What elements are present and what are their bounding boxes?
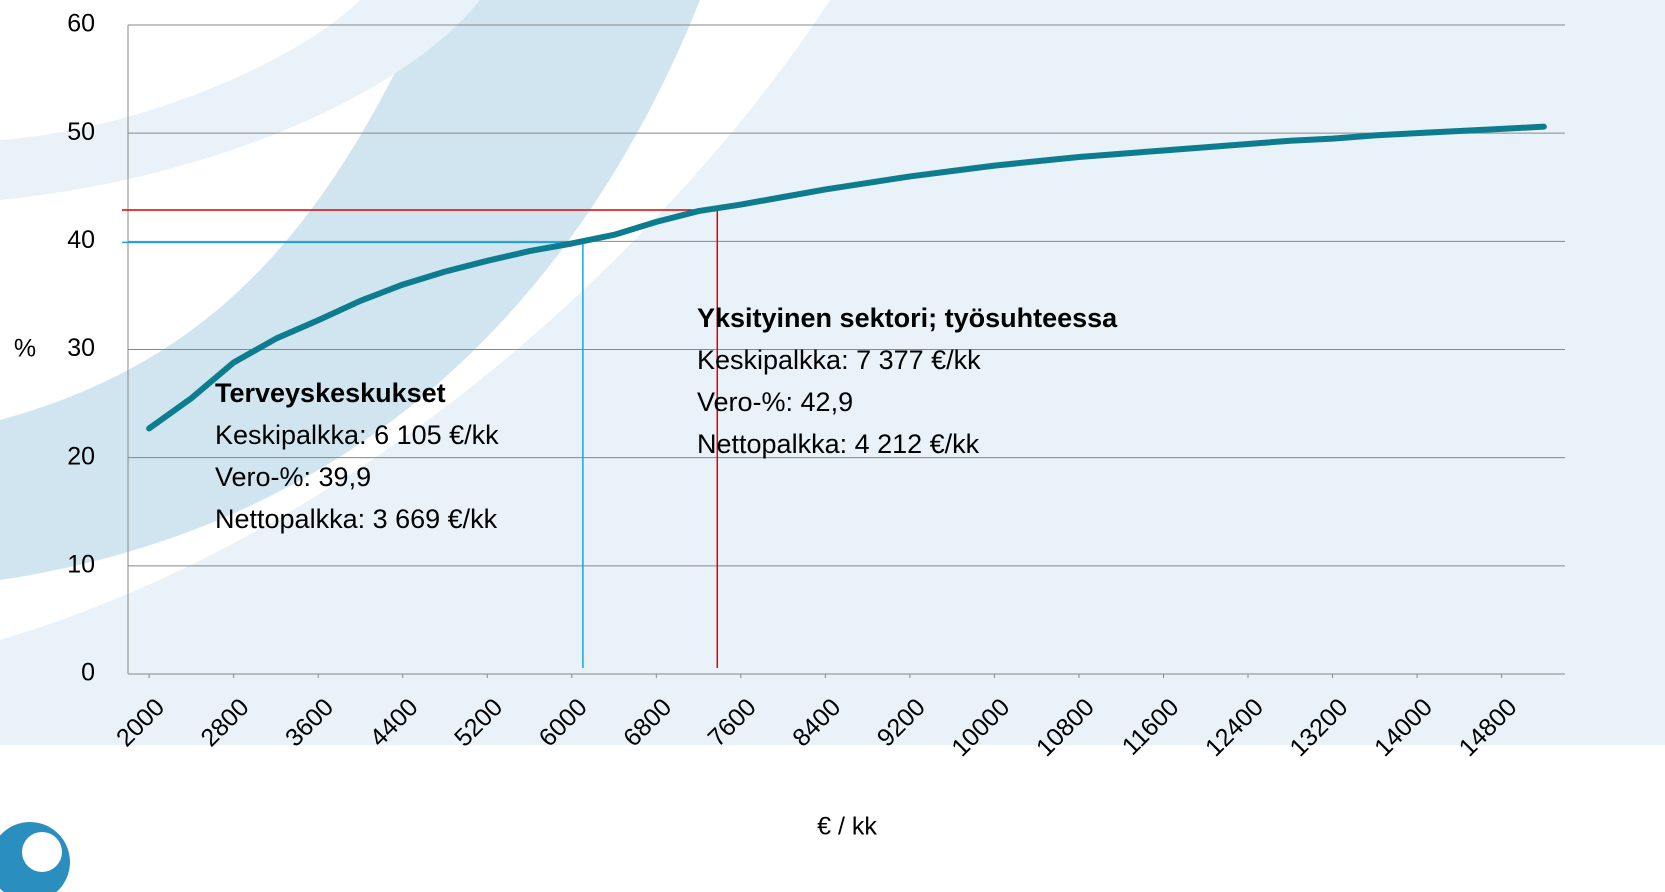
annotation-text: Nettopalkka: 3 669 €/kk (215, 504, 498, 534)
annotation-title: Yksityinen sektori; työsuhteessa (697, 303, 1118, 333)
annotation-text: Keskipalkka: 7 377 €/kk (697, 345, 981, 375)
y-tick-label: 20 (67, 442, 95, 470)
y-tick-label: 40 (67, 226, 95, 254)
y-tick-label: 0 (81, 659, 95, 687)
y-tick-label: 30 (67, 334, 95, 362)
logo (22, 832, 62, 872)
y-tick-label: 60 (67, 10, 95, 38)
x-axis-label: € / kk (817, 813, 877, 841)
chart: % € / kk 0102030405060200028003600440052… (0, 0, 1665, 892)
annotation-text: Keskipalkka: 6 105 €/kk (215, 420, 499, 450)
annotation-text: Vero-%: 42,9 (697, 387, 853, 417)
y-axis-label: % (14, 335, 36, 363)
y-tick-label: 50 (67, 118, 95, 146)
y-tick-label: 10 (67, 550, 95, 578)
annotation-text: Nettopalkka: 4 212 €/kk (697, 429, 980, 459)
annotation-text: Vero-%: 39,9 (215, 462, 371, 492)
annotation-title: Terveyskeskukset (215, 378, 446, 408)
